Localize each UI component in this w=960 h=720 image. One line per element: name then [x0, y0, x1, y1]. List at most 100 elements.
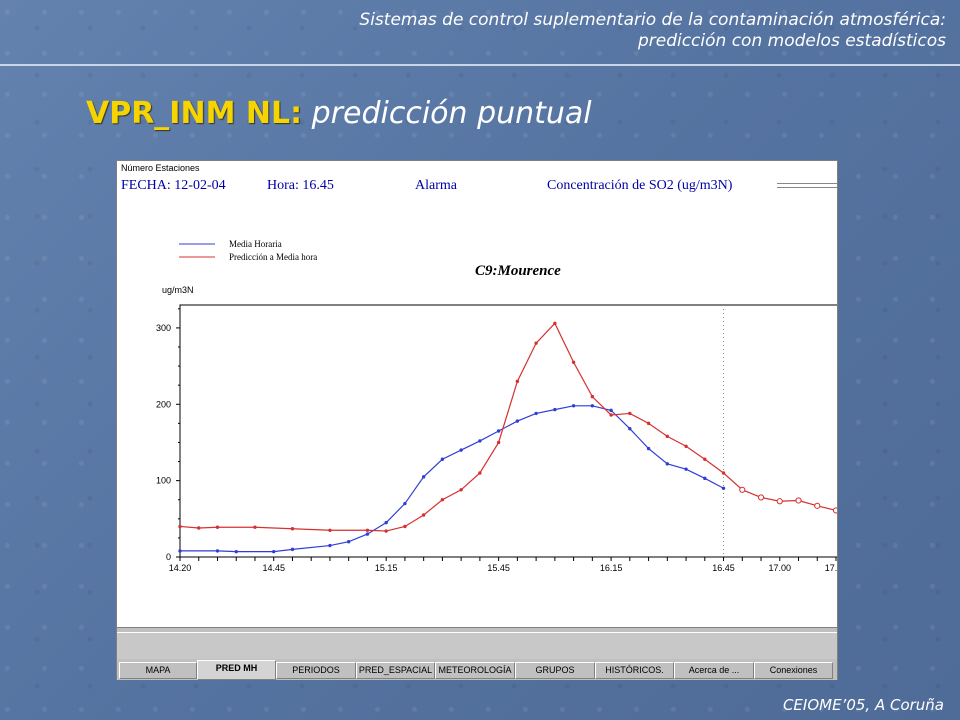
series-1-point [421, 513, 426, 517]
series-1-point [478, 471, 482, 475]
y-tick-label-200: 200 [156, 399, 171, 409]
y-tick-label-0: 0 [166, 552, 171, 562]
chart-area: C9:Mourence ug/m3N Media Horaria Predicción… [156, 239, 837, 573]
series-1-point [328, 528, 332, 532]
series-1-point [814, 502, 821, 509]
scroll-indicator[interactable] [777, 183, 837, 197]
x-tick-label-15-45: 15.45 [487, 563, 510, 573]
tab-periodos[interactable]: PERIODOS [276, 662, 356, 679]
series-0-point [459, 448, 463, 452]
series-0-point [290, 547, 295, 552]
x-tick-label-16-15: 16.15 [600, 563, 623, 573]
series-1-point [534, 341, 538, 345]
x-tick-label-17-15: 17.15 [825, 563, 837, 573]
series-0-point [553, 407, 557, 412]
concentracion-label: Concentración de SO2 (ug/m3N) [547, 178, 733, 193]
series-0-point [440, 457, 445, 461]
x-tick-label-14-20: 14.20 [169, 563, 192, 573]
series-0-point [403, 501, 407, 506]
series-1-point [703, 457, 707, 461]
series-0-point [721, 486, 726, 490]
slide-title-rest: predicción puntual [302, 96, 592, 131]
series-1-point [440, 498, 445, 502]
series-0-point [665, 462, 670, 466]
window-label: Número Estaciones [121, 163, 200, 173]
series-0-point [234, 549, 238, 554]
legend-label-1: Predicción a Media hora [229, 252, 317, 262]
series-0-point [346, 540, 351, 544]
tab-pred-mh[interactable]: PRED MH [197, 660, 276, 680]
fecha-label: FECHA: 12-02-04 [121, 178, 226, 193]
legend-label-0: Media Horaria [229, 239, 282, 249]
series-1-point [665, 434, 670, 439]
plot-frame [179, 304, 837, 558]
series-0-point [496, 429, 501, 433]
series-1-point [515, 379, 520, 384]
info-bar: FECHA: 12-02-04 Hora: 16.45 Alarma Conce… [117, 175, 837, 199]
chart-title: C9:Mourence [475, 263, 561, 279]
series-1-point [197, 526, 201, 530]
series-0-point [178, 549, 182, 553]
series-0-point [365, 532, 370, 536]
series-1-point [590, 394, 595, 399]
tab-bar: MAPA PRED MH PERIODOS PRED_ESPACIAL METEOROL… [119, 660, 835, 680]
application-window: Número Estaciones FECHA: 12-02-04 Hora: … [116, 160, 838, 680]
slide-title-bold: VPR_INM NL: [86, 96, 303, 131]
slide-header: Sistemas de control suplementario de la … [186, 10, 946, 52]
y-tick-label-300: 300 [156, 323, 171, 333]
series-1-point [365, 528, 370, 532]
x-tick-label-14-45: 14.45 [262, 563, 285, 573]
series-0-point [703, 476, 707, 481]
series-1-point [553, 321, 557, 326]
x-tick-label-17-00: 17.00 [769, 563, 792, 573]
tab-acerca-de[interactable]: Acerca de ... [674, 662, 754, 679]
tab-meteorolog-a[interactable]: METEOROLOGÍA [435, 662, 515, 679]
slide-footer: CEIOME’05, A Coruña [782, 696, 944, 714]
series-0-point [571, 404, 576, 408]
series-1-point [571, 360, 576, 364]
y-axis-label: ug/m3N [162, 285, 194, 295]
tab-hist-ricos[interactable]: HISTÓRICOS. [595, 662, 674, 679]
series-0-point [590, 404, 595, 408]
series-0-point [328, 543, 332, 548]
hora-label: Hora: 16.45 [267, 178, 334, 193]
series-1-point [628, 411, 632, 416]
tab-area: MAPA PRED MH PERIODOS PRED_ESPACIAL METEOROL… [117, 627, 837, 680]
series-1-point [684, 444, 688, 448]
x-tick-label-15-15: 15.15 [375, 563, 398, 573]
series-0-point [478, 439, 482, 443]
series-1-point [403, 524, 407, 529]
series-1-point [178, 524, 182, 529]
series-1-point [290, 527, 295, 531]
x-tick-label-16-45: 16.45 [712, 563, 735, 573]
series-1-point [757, 494, 765, 501]
series-1-point [795, 497, 802, 504]
y-tick-label-100: 100 [156, 476, 171, 486]
series-0-point [421, 475, 426, 479]
series-0-point [272, 549, 276, 554]
series-1-point [646, 421, 651, 426]
series-1-point [215, 525, 220, 529]
tab-mapa[interactable]: MAPA [119, 662, 197, 679]
alarma-label: Alarma [415, 178, 457, 193]
series-1-point [776, 498, 783, 505]
header-line-1: Sistemas de control suplementario de la … [359, 10, 946, 30]
series-1-point [253, 525, 257, 529]
series-0-point [384, 520, 388, 525]
series-0-point [646, 446, 651, 451]
header-divider [0, 64, 960, 66]
series-0-point [215, 549, 220, 553]
series-0-point [628, 427, 632, 431]
series-1-point [459, 488, 463, 492]
series-1-point [721, 471, 726, 475]
tab-conexiones[interactable]: Conexiones [754, 662, 833, 679]
series-1-point [739, 486, 746, 493]
series-1-point [384, 529, 388, 533]
series-0-point [515, 419, 520, 423]
slide-title: VPR_INM NL: predicción puntual [86, 96, 592, 131]
tab-grupos[interactable]: GRUPOS [515, 662, 595, 679]
tab-pred-espacial[interactable]: PRED_ESPACIAL [356, 662, 435, 679]
series-0-point [684, 467, 688, 471]
header-line-2: predicción con modelos estadísticos [637, 31, 946, 51]
series-0-point [534, 411, 538, 416]
